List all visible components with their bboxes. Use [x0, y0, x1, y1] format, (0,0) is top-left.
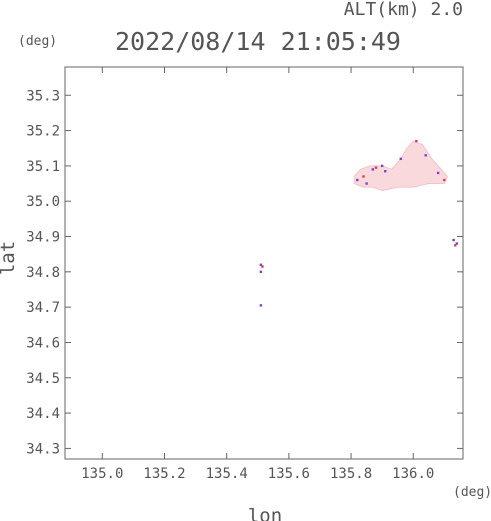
x-tick-label: 135.0 — [81, 466, 123, 482]
data-point — [399, 157, 403, 161]
y-tick-label: 34.6 — [26, 335, 60, 351]
y-tick-label: 34.3 — [26, 441, 60, 457]
data-point — [424, 154, 427, 157]
data-point — [436, 171, 440, 175]
y-unit-label: (deg) — [18, 34, 57, 49]
x-tick-label: 136.0 — [392, 466, 434, 482]
data-point — [259, 263, 263, 266]
y-tick-label: 34.5 — [26, 371, 60, 387]
x-tick-label: 135.6 — [268, 466, 310, 482]
x-tick-label: 135.4 — [206, 466, 248, 482]
data-point — [259, 304, 263, 307]
y-tick-label: 35.2 — [26, 124, 60, 140]
y-tick-label: 35.1 — [26, 159, 60, 175]
data-layer — [259, 139, 458, 307]
data-point — [356, 178, 359, 182]
data-point — [380, 164, 384, 168]
x-tick-label: 135.8 — [330, 466, 372, 482]
x-axis-ticks: 135.0 135.2 135.4 135.6 135.8 136.0 — [81, 67, 434, 482]
data-point — [415, 139, 418, 143]
data-point — [365, 182, 368, 185]
data-point — [259, 270, 263, 274]
data-point — [452, 238, 455, 242]
data-point — [371, 168, 375, 171]
data-point — [374, 166, 378, 169]
data-point — [362, 175, 365, 178]
y-tick-label: 34.4 — [26, 406, 60, 422]
echo-region — [353, 140, 449, 192]
x-axis-label: lon — [248, 505, 282, 521]
altitude-label: ALT(km) 2.0 — [344, 0, 463, 20]
data-point — [454, 244, 457, 247]
chart-title: 2022/08/14 21:05:49 — [115, 27, 401, 56]
data-point — [261, 265, 264, 268]
y-axis-label: lat — [0, 241, 19, 275]
data-point — [443, 178, 446, 182]
y-tick-label: 35.0 — [26, 194, 60, 210]
y-tick-label: 34.9 — [26, 230, 60, 246]
y-tick-label: 34.7 — [26, 300, 60, 316]
x-unit-label: (deg) — [453, 485, 491, 500]
y-tick-label: 35.3 — [26, 88, 60, 104]
plot-frame — [64, 66, 464, 460]
data-point — [384, 169, 387, 173]
data-point — [455, 242, 458, 245]
y-tick-label: 34.8 — [26, 265, 60, 281]
y-axis-ticks: 34.3 34.4 34.5 34.6 34.7 34.8 34.9 35.0 35.1 35.2… — [26, 88, 463, 457]
x-tick-label: 135.2 — [143, 466, 185, 482]
